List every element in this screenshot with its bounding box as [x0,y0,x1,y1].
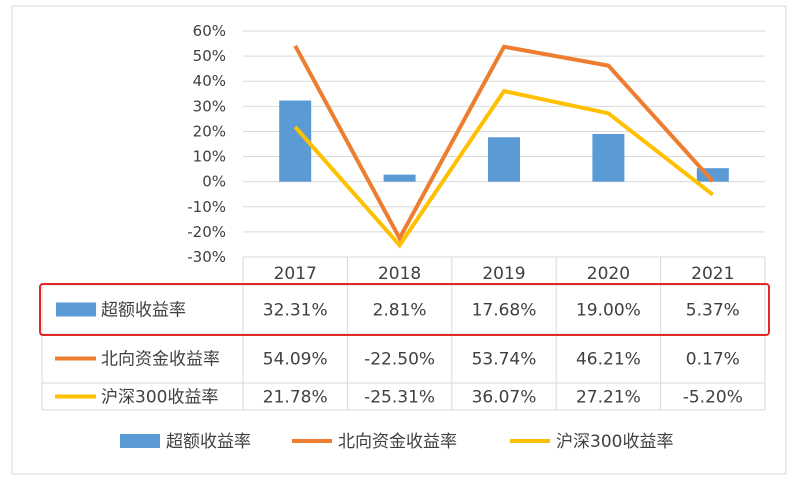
category-label: 2017 [274,264,317,284]
y-tick-label: 50% [193,47,226,65]
data-label: 21.78% [263,388,328,408]
data-label: 54.09% [263,350,328,370]
data-label: 0.17% [686,350,740,370]
y-tick-label: -30% [187,248,226,266]
row-series-name: 超额收益率 [101,301,186,321]
y-tick-label: 20% [193,122,226,140]
series-line [293,88,715,249]
data-label: 2.81% [373,301,427,321]
data-label: 32.31% [263,301,328,321]
legend-label: 沪深300收益率 [556,432,673,452]
y-tick-label: -20% [187,223,226,241]
y-tick-label: 40% [193,72,226,90]
highlight-box [39,283,770,336]
bar [592,133,625,182]
legend-key [120,434,160,448]
data-label: 19.00% [576,301,641,321]
data-label: 27.21% [576,388,641,408]
y-tick-label: 60% [193,22,226,40]
bar [488,137,520,182]
lines-layer [293,44,715,249]
data-label: 53.74% [472,350,537,370]
y-tick-label: -10% [187,198,226,216]
data-label: 46.21% [576,350,641,370]
y-tick-label: 0% [202,173,226,191]
legend-label: 北向资金收益率 [338,432,457,452]
row-legend-key [56,302,96,317]
legend-label: 超额收益率 [166,432,251,452]
data-label: 17.68% [472,301,537,321]
category-label: 2021 [691,264,734,284]
data-label: -25.31% [364,388,435,408]
y-tick-label: 30% [193,97,226,115]
category-label: 2020 [587,264,630,284]
bar [383,174,416,182]
category-label: 2018 [378,264,421,284]
y-tick-label: 10% [193,148,226,166]
data-label: -22.50% [364,350,435,370]
row-series-name: 沪深300收益率 [101,388,218,408]
data-label: -5.20% [683,388,743,408]
category-label: 2019 [482,264,525,284]
series-line [293,44,715,243]
data-table: 2017 2018 2019 2020 2021 超额收益率 32.31% 2.81% 17.6… [39,256,770,411]
legend: 超额收益率 北向资金收益率 沪深300收益率 [120,432,673,452]
data-label: 5.37% [686,301,740,321]
data-label: 36.07% [472,388,537,408]
row-series-name: 北向资金收益率 [101,350,220,370]
